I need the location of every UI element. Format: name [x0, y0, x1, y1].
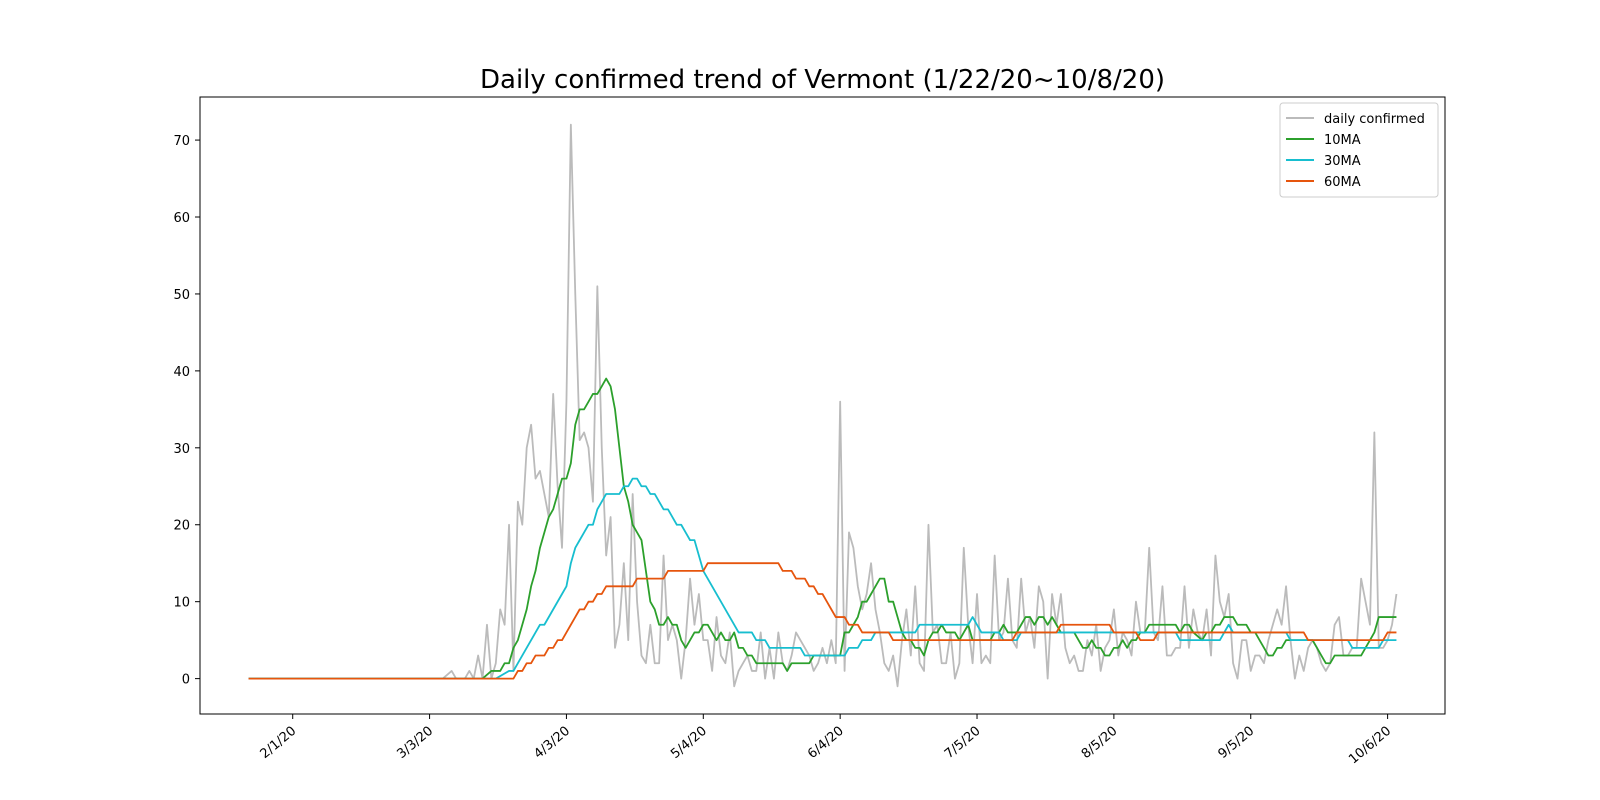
y-tick-label: 20: [173, 519, 190, 534]
x-tick-label: 7/5/20: [942, 724, 984, 762]
x-tick-label: 8/5/20: [1079, 724, 1121, 762]
y-tick-label: 30: [173, 442, 190, 457]
series-line-30ma: [248, 477, 1397, 680]
y-tick-label: 40: [173, 365, 190, 380]
y-tick-label: 0: [182, 673, 190, 688]
x-tick-label: 3/3/20: [394, 724, 436, 762]
y-tick-label: 10: [173, 596, 190, 611]
plot-frame: [199, 96, 1446, 715]
chart-title: Daily confirmed trend of Vermont (1/22/2…: [480, 65, 1165, 95]
x-tick-label: 9/5/20: [1216, 724, 1258, 762]
x-tick-label: 6/4/20: [805, 724, 847, 762]
x-tick-label: 2/1/20: [258, 724, 300, 762]
legend-label: daily confirmed: [1324, 112, 1425, 127]
x-tick-label: 5/4/20: [668, 724, 710, 762]
legend-box: [1279, 102, 1439, 198]
axes: 0 10 20 30 40 50 60 70 2/1/20 3/3/20 4/3/20 5/4/20 6…: [173, 96, 1446, 768]
plot-area: [248, 123, 1398, 688]
legend-label: 60MA: [1324, 175, 1361, 190]
legend-label: 30MA: [1324, 154, 1361, 169]
series-line-daily-confirmed: [248, 123, 1398, 688]
legend: daily confirmed 10MA 30MA 60MA: [1279, 102, 1439, 198]
y-tick-label: 60: [173, 211, 190, 226]
x-tick-label: 10/6/20: [1346, 724, 1394, 768]
y-tick-label: 50: [173, 288, 190, 303]
series-line-60ma: [248, 562, 1397, 680]
y-tick-label: 70: [173, 134, 190, 149]
legend-label: 10MA: [1324, 133, 1361, 148]
x-tick-label: 4/3/20: [531, 724, 573, 762]
